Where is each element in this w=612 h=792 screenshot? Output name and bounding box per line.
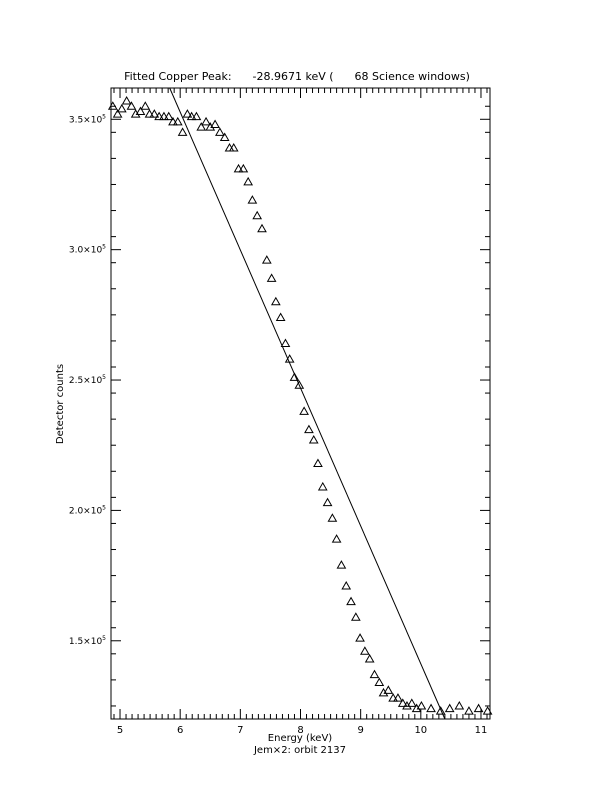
data-point	[308, 434, 319, 444]
data-point	[364, 654, 375, 663]
y-tick-label: 3.5×105	[69, 113, 106, 125]
data-point	[144, 109, 155, 118]
data-point	[219, 132, 230, 142]
data-point	[270, 296, 281, 306]
data-point	[275, 312, 286, 321]
data-point	[177, 127, 188, 136]
data-point	[322, 497, 333, 507]
data-point	[435, 706, 446, 715]
data-point	[464, 706, 474, 715]
data-point	[397, 698, 408, 707]
data-point	[154, 111, 164, 121]
data-point	[233, 163, 244, 173]
data-point	[107, 101, 118, 110]
data-point	[444, 703, 455, 713]
data-point	[454, 700, 465, 710]
data-point	[482, 706, 493, 715]
chart-subtitle: Jem×2: orbit 2137	[253, 745, 346, 756]
x-axis-label: Energy (keV)	[268, 733, 333, 744]
data-point	[266, 273, 277, 282]
data-point	[313, 458, 323, 467]
data-point	[126, 101, 137, 110]
data-point	[261, 255, 272, 264]
data-point	[317, 481, 328, 491]
data-point	[149, 109, 160, 118]
fit-line	[169, 87, 446, 720]
data-point	[196, 122, 207, 131]
data-point	[393, 693, 403, 702]
data-point	[304, 424, 314, 434]
x-tick-label: 11	[475, 725, 488, 736]
data-point	[331, 534, 342, 543]
data-marks	[107, 96, 493, 715]
data-point	[210, 119, 220, 129]
data-point	[346, 596, 356, 606]
x-tick-label: 7	[237, 725, 243, 736]
data-point	[426, 703, 436, 713]
data-point	[280, 338, 291, 348]
data-point	[191, 111, 202, 121]
fit-line-group	[169, 87, 446, 720]
data-point	[168, 116, 178, 126]
chart-title: Fitted Copper Peak: -28.9671 keV ( 68 Sc…	[124, 70, 470, 83]
data-point	[360, 646, 370, 655]
data-point	[238, 163, 249, 173]
y-axis-label: Detector counts	[55, 364, 66, 444]
data-point	[159, 111, 169, 121]
data-point	[121, 96, 132, 105]
data-point	[201, 116, 211, 126]
y-tick-label: 2.5×105	[69, 374, 106, 386]
data-point	[388, 693, 399, 702]
x-tick-label: 6	[177, 725, 183, 736]
data-point	[228, 142, 239, 152]
data-point	[378, 687, 389, 697]
x-tick-label: 8	[297, 725, 303, 736]
data-point	[299, 406, 309, 415]
y-axis-ticks: 1.5×105 2.0×105 2.5×105 3.0×105 3.5×105	[69, 105, 490, 707]
x-tick-label: 5	[117, 725, 123, 736]
data-point	[350, 612, 361, 621]
data-point	[130, 109, 141, 118]
y-tick-label: 2.0×105	[69, 504, 106, 516]
data-point	[406, 698, 417, 707]
data-point	[416, 700, 427, 710]
x-tick-label: 10	[414, 725, 427, 736]
data-point	[355, 633, 365, 642]
data-point	[243, 176, 254, 186]
plot-frame	[110, 87, 491, 720]
data-point	[257, 223, 267, 233]
data-point	[327, 513, 338, 522]
data-point	[182, 109, 193, 118]
y-tick-label: 1.5×105	[69, 635, 106, 647]
data-point	[252, 210, 263, 220]
data-point	[383, 685, 394, 694]
data-point	[116, 103, 127, 113]
data-point	[473, 703, 484, 713]
data-point	[172, 116, 183, 126]
data-point	[135, 106, 146, 115]
data-point	[215, 127, 225, 136]
data-point	[336, 560, 347, 569]
x-tick-label: 9	[357, 725, 363, 736]
data-point	[369, 669, 380, 679]
x-axis-ticks: 5 6 7 8 9 10 11	[113, 88, 488, 736]
data-point	[411, 703, 422, 713]
y-tick-label: 3.0×105	[69, 244, 106, 256]
data-point	[112, 109, 123, 118]
data-point	[186, 111, 197, 121]
data-point	[163, 111, 174, 121]
data-point	[289, 372, 300, 381]
data-point	[224, 142, 235, 152]
data-point	[205, 122, 216, 131]
data-point	[402, 700, 412, 710]
data-point	[294, 380, 305, 389]
data-point	[374, 677, 385, 686]
data-point	[247, 195, 258, 204]
data-point	[140, 101, 151, 110]
data-point	[341, 581, 352, 590]
